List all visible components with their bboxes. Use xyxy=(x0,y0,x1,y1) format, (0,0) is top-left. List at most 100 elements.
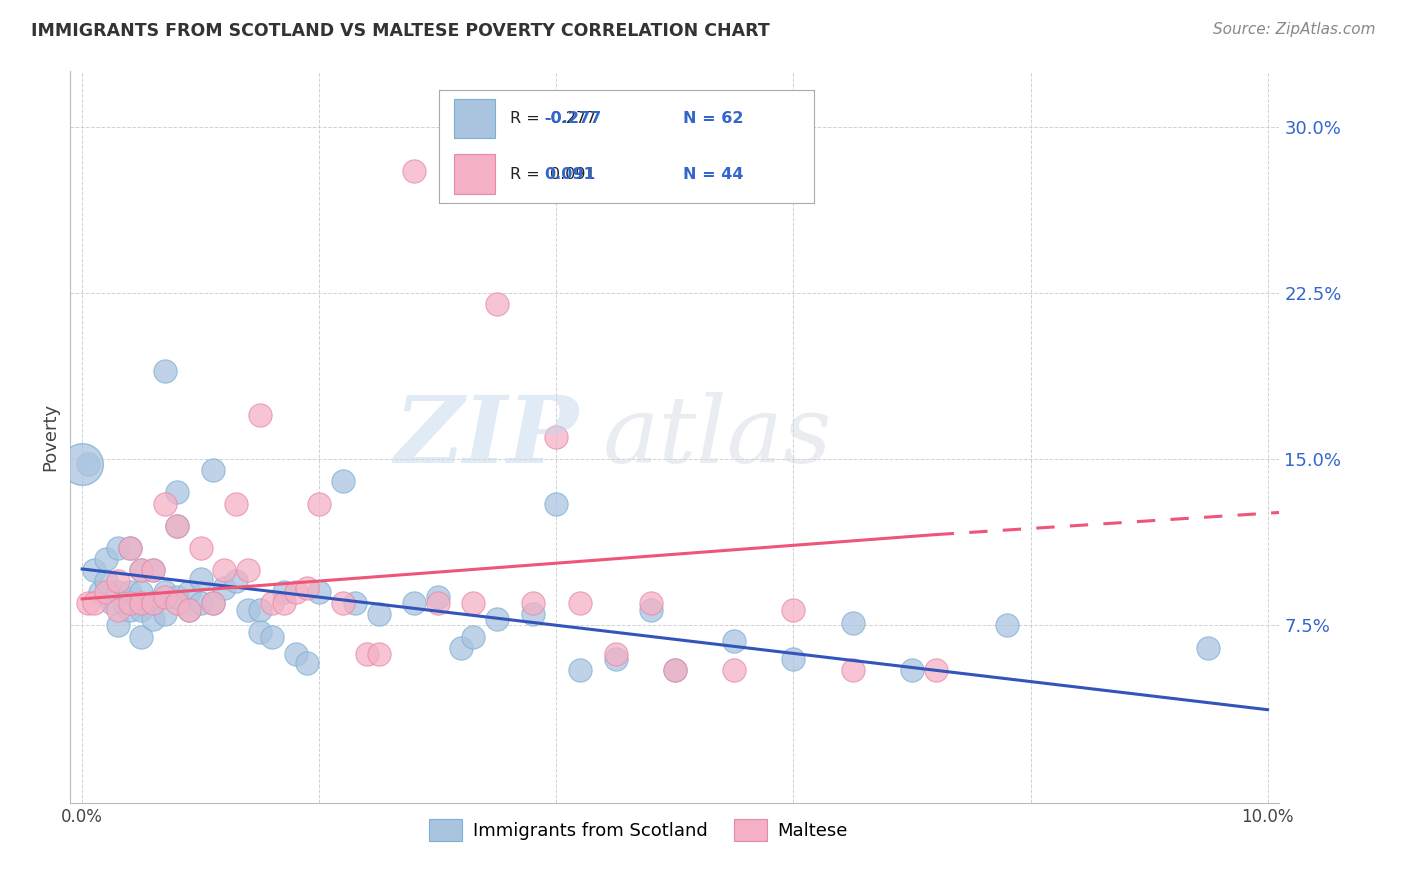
Point xyxy=(782,651,804,665)
Point xyxy=(177,603,200,617)
Point xyxy=(70,457,93,471)
Point xyxy=(546,430,568,444)
Point xyxy=(308,497,330,511)
Text: Source: ZipAtlas.com: Source: ZipAtlas.com xyxy=(1212,22,1375,37)
Point xyxy=(107,618,129,632)
Point xyxy=(131,563,153,577)
Point xyxy=(83,596,105,610)
Point xyxy=(214,563,236,577)
Point xyxy=(260,630,283,644)
Point xyxy=(107,541,129,555)
Point xyxy=(142,563,165,577)
Point xyxy=(94,552,117,566)
Point xyxy=(107,585,129,599)
Text: ZIP: ZIP xyxy=(394,392,578,482)
Point xyxy=(404,596,426,610)
Point xyxy=(131,596,153,610)
Point xyxy=(486,297,509,311)
Point xyxy=(118,585,141,599)
Point xyxy=(225,497,247,511)
Point xyxy=(297,581,319,595)
Point xyxy=(308,585,330,599)
Point xyxy=(995,618,1018,632)
Legend: Immigrants from Scotland, Maltese: Immigrants from Scotland, Maltese xyxy=(422,812,855,848)
Point xyxy=(249,603,271,617)
Point xyxy=(131,585,153,599)
Point xyxy=(367,648,389,662)
Point xyxy=(177,585,200,599)
Point xyxy=(166,518,188,533)
Point xyxy=(77,457,100,471)
Point xyxy=(153,363,176,377)
Point xyxy=(153,497,176,511)
Point xyxy=(131,603,153,617)
Point xyxy=(118,541,141,555)
Point xyxy=(94,585,117,599)
Point xyxy=(190,572,212,586)
Point xyxy=(118,603,141,617)
Point xyxy=(166,590,188,604)
Point xyxy=(190,596,212,610)
Point xyxy=(463,596,485,610)
Point xyxy=(260,596,283,610)
Point xyxy=(426,596,449,610)
Point xyxy=(284,585,307,599)
Point xyxy=(723,634,745,648)
Point xyxy=(273,596,295,610)
Point xyxy=(101,596,124,610)
Point xyxy=(569,663,592,677)
Point xyxy=(83,563,105,577)
Point xyxy=(214,581,236,595)
Point xyxy=(782,603,804,617)
Point xyxy=(94,574,117,589)
Point xyxy=(1197,640,1219,655)
Point xyxy=(404,164,426,178)
Point xyxy=(356,648,378,662)
Point xyxy=(605,651,627,665)
Point xyxy=(841,663,863,677)
Point xyxy=(166,596,188,610)
Point xyxy=(201,596,224,610)
Point xyxy=(201,596,224,610)
Point xyxy=(190,541,212,555)
Point xyxy=(118,596,141,610)
Point xyxy=(522,596,544,610)
Point xyxy=(153,590,176,604)
Point xyxy=(343,596,366,610)
Point xyxy=(924,663,946,677)
Point xyxy=(142,596,165,610)
Point xyxy=(142,612,165,626)
Point xyxy=(367,607,389,622)
Point xyxy=(249,408,271,422)
Point xyxy=(107,603,129,617)
Point xyxy=(426,590,449,604)
Point xyxy=(107,574,129,589)
Point xyxy=(153,585,176,599)
Point xyxy=(332,475,354,489)
Point xyxy=(153,607,176,622)
Point xyxy=(297,656,319,670)
Point xyxy=(236,603,259,617)
Point xyxy=(664,663,686,677)
Point xyxy=(546,497,568,511)
Point xyxy=(249,625,271,640)
Point xyxy=(118,541,141,555)
Point xyxy=(112,596,135,610)
Point xyxy=(273,585,295,599)
Point xyxy=(723,663,745,677)
Text: IMMIGRANTS FROM SCOTLAND VS MALTESE POVERTY CORRELATION CHART: IMMIGRANTS FROM SCOTLAND VS MALTESE POVE… xyxy=(31,22,769,40)
Point xyxy=(225,574,247,589)
Point xyxy=(177,603,200,617)
Point xyxy=(569,596,592,610)
Point xyxy=(89,585,111,599)
Point xyxy=(166,485,188,500)
Point xyxy=(201,463,224,477)
Point xyxy=(901,663,924,677)
Point xyxy=(284,648,307,662)
Point xyxy=(166,518,188,533)
Point xyxy=(640,596,662,610)
Point xyxy=(664,663,686,677)
Point xyxy=(142,596,165,610)
Point xyxy=(605,648,627,662)
Point xyxy=(522,607,544,622)
